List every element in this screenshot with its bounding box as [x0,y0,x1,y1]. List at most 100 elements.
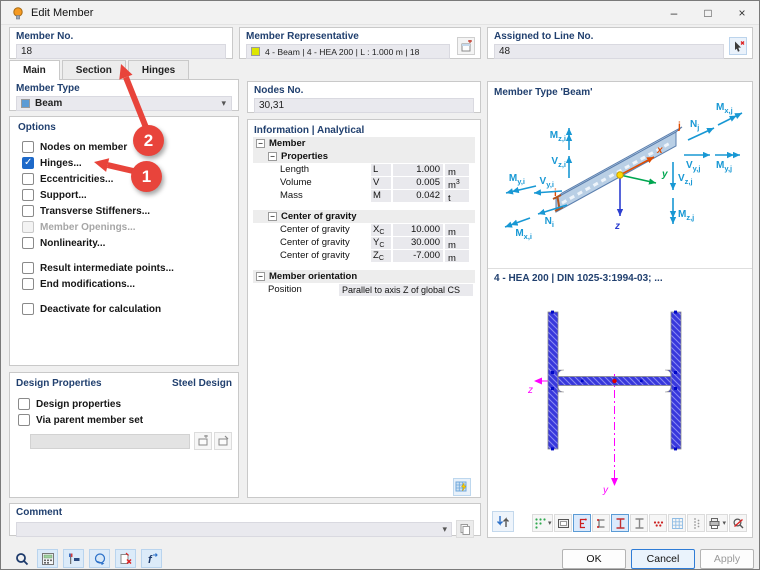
pin-select-icon[interactable] [63,549,84,568]
comment-label: Comment [16,507,63,518]
collapse-icon[interactable]: − [256,272,265,281]
label-Nj: Nj [690,119,699,132]
checkbox[interactable]: ✓ [22,237,34,249]
checkbox[interactable]: ✓ [22,141,34,153]
pick-line-icon[interactable] [729,37,747,55]
parent-member-set-input[interactable] [30,433,190,449]
cancel-button[interactable]: Cancel [631,549,695,569]
calculator-icon[interactable] [37,549,58,568]
ok-button[interactable]: OK [562,549,626,569]
section-char-points-icon[interactable] [573,514,592,532]
node-i-label: i [554,188,557,199]
dimension-lines-icon[interactable] [687,514,706,532]
tab-hinges[interactable]: Hinges [127,60,190,79]
edit-set-icon[interactable] [214,432,232,450]
comment-input[interactable]: ▾ [16,521,452,537]
table-view-icon[interactable] [453,478,471,496]
collapse-icon[interactable]: − [268,212,277,221]
checkbox[interactable]: ✓ [22,303,34,315]
assigned-line-input[interactable]: 48 [494,44,724,59]
option-row: ✓ Hinges... [22,155,234,171]
tree-row-unit: t [445,189,469,204]
points-display-icon[interactable]: ▾ [531,514,554,532]
tab-bar: Main Section Hinges [9,60,191,80]
axis-z-label: z [614,221,620,232]
label-Vzi: Vz,i [551,156,566,169]
checkbox[interactable]: ✓ [22,173,34,185]
close-icon[interactable]: × [738,6,746,20]
member-representative-input[interactable]: 4 - Beam | 4 - HEA 200 | L : 1.000 m | 1… [246,44,450,59]
refresh-preview-icon[interactable] [492,511,514,532]
checkbox[interactable]: ✓ [22,189,34,201]
new-window-icon[interactable] [457,37,475,55]
delete-result-icon[interactable] [115,549,136,568]
options-group: Options ✓ Nodes on member ✓ Hinges... ✓ … [9,116,239,366]
new-set-icon[interactable] [194,432,212,450]
nodes-no-input[interactable]: 30,31 [254,98,474,113]
paste-comment-icon[interactable] [456,520,474,538]
checkbox[interactable]: ✓ [22,262,34,274]
member-type-group: Member Type Beam ▾ [9,79,239,111]
tab-main[interactable]: Main [9,60,60,80]
checkbox[interactable]: ✓ [22,205,34,217]
title-bar[interactable]: Edit Member – □ × [1,1,759,25]
checkbox[interactable]: ✓ [18,414,30,426]
tree-row-label: Center of gravity [280,237,350,248]
preview-magnifier-icon[interactable] [11,549,32,568]
chevron-down-icon: ▾ [442,523,447,534]
checkbox-label: Design properties [36,398,122,410]
apply-button[interactable]: Apply [700,549,754,569]
tree-row-symbol: ZC [371,249,391,262]
member-no-input[interactable]: 18 [16,44,226,59]
tree-row: − Properties [253,150,475,163]
tree-row-unit: m [445,223,469,238]
grid-icon[interactable] [668,514,687,532]
maximize-icon[interactable]: □ [704,6,712,20]
minimize-icon[interactable]: – [670,6,678,20]
option-row: ✓ Support... [22,187,234,203]
label-Myj: My,j [716,160,732,173]
section-c-points-icon[interactable] [592,514,611,532]
function-edit-icon[interactable]: f [141,549,162,568]
tab-section[interactable]: Section [61,60,126,79]
tree-row-value: Parallel to axis Z of global CS [339,283,473,296]
tree-row: − [253,262,475,270]
label-Myi: My,i [509,173,525,186]
section-view-toolbar: ▾ [531,514,747,532]
checkbox[interactable]: ✓ [22,157,34,169]
tree-row: − [253,202,475,210]
window-title: Edit Member [31,6,94,19]
option-row: ✓ End modifications... [22,276,234,292]
design-properties-group: Design Properties Steel Design ✓ Design … [9,372,239,498]
label-Mzi: Mz,i [550,130,566,143]
tree-row: − Position Parallel to axis Z of global … [253,283,475,296]
collapse-icon[interactable]: − [256,139,265,148]
zoom-reset-icon[interactable] [729,514,747,532]
stress-points-icon[interactable] [649,514,668,532]
option-row: ✓ Nodes on member [22,139,234,155]
tree-row: − Length L 1.000 m [253,163,475,178]
collapse-icon[interactable]: − [268,152,277,161]
section-frame-icon[interactable] [554,514,573,532]
section-dimensions-icon[interactable] [611,514,630,532]
checkbox-label: Nodes on member [40,141,128,153]
tree-row-value: -7.000 [393,249,443,262]
beam-diagram: i j x y z Mz,i Vz,i [504,102,743,241]
section-drawing: z y [527,310,682,496]
print-icon[interactable]: ▾ [706,514,728,532]
option-row: ✓ Member Openings... [22,219,234,235]
member-type-select[interactable]: Beam ▾ [16,96,232,111]
tree-row-label: Member [269,138,306,149]
section-outline-icon[interactable] [630,514,649,532]
checkbox[interactable]: ✓ [22,221,34,233]
checkbox[interactable]: ✓ [18,398,30,410]
label-Vyj: Vy,j [686,160,700,173]
checkbox[interactable]: ✓ [22,278,34,290]
assigned-line-label: Assigned to Line No. [494,31,594,42]
beam-color-swatch [21,99,30,108]
tree-row-value: 0.005 [393,176,443,189]
design-option-row: ✓ Via parent member set [18,412,232,428]
display-apply-icon[interactable] [89,549,110,568]
app-icon [11,6,25,20]
comment-group: Comment ▾ [9,503,481,538]
